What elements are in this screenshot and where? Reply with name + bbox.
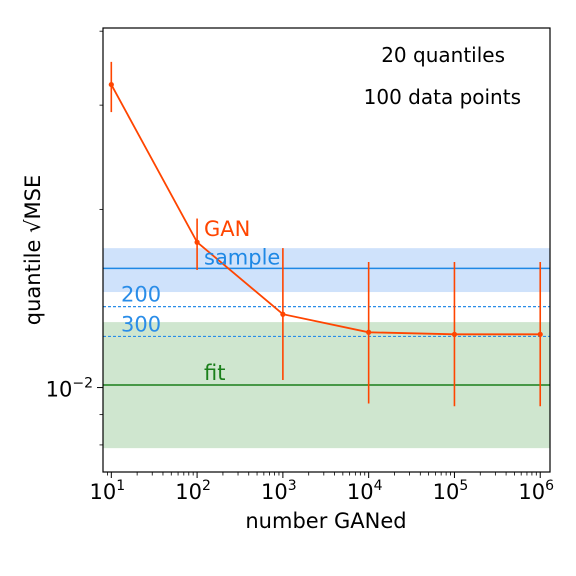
ref-label-300: 300: [121, 312, 161, 336]
data-point: [366, 329, 372, 335]
band-labels: GAN sample 200 300 fit: [121, 217, 280, 385]
tick-label: 101: [89, 478, 125, 504]
ref-label-200: 200: [121, 283, 161, 307]
y-axis-label: quantile √MSE: [21, 175, 45, 325]
series-layer: [108, 61, 543, 407]
plot-frame: [102, 27, 551, 473]
reference-bands: [103, 248, 550, 449]
data-point: [280, 311, 286, 317]
series-line-GAN: [110, 84, 541, 336]
sample-label: sample: [204, 245, 280, 269]
axis-ticks: 101 102 103 104 105 106 10−2: [46, 30, 554, 504]
annotation-quantiles: 20 quantiles: [381, 43, 505, 67]
tick-label: 105: [433, 478, 469, 504]
data-point: [537, 331, 543, 337]
tick-label: 104: [347, 478, 383, 504]
tick-label: 103: [261, 478, 297, 504]
annotation-data-points: 100 data points: [364, 85, 521, 109]
reference-lines: [103, 306, 550, 338]
gan-label: GAN: [204, 217, 250, 241]
sample-band: [103, 248, 550, 293]
fit-label: fit: [204, 361, 225, 385]
data-point: [194, 239, 200, 245]
x-axis-label: number GANed: [245, 509, 406, 533]
tick-label: 106: [518, 478, 554, 504]
tick-label: 102: [175, 478, 211, 504]
data-point: [451, 331, 458, 337]
tick-label: 10−2: [46, 376, 93, 402]
data-point: [108, 81, 114, 88]
